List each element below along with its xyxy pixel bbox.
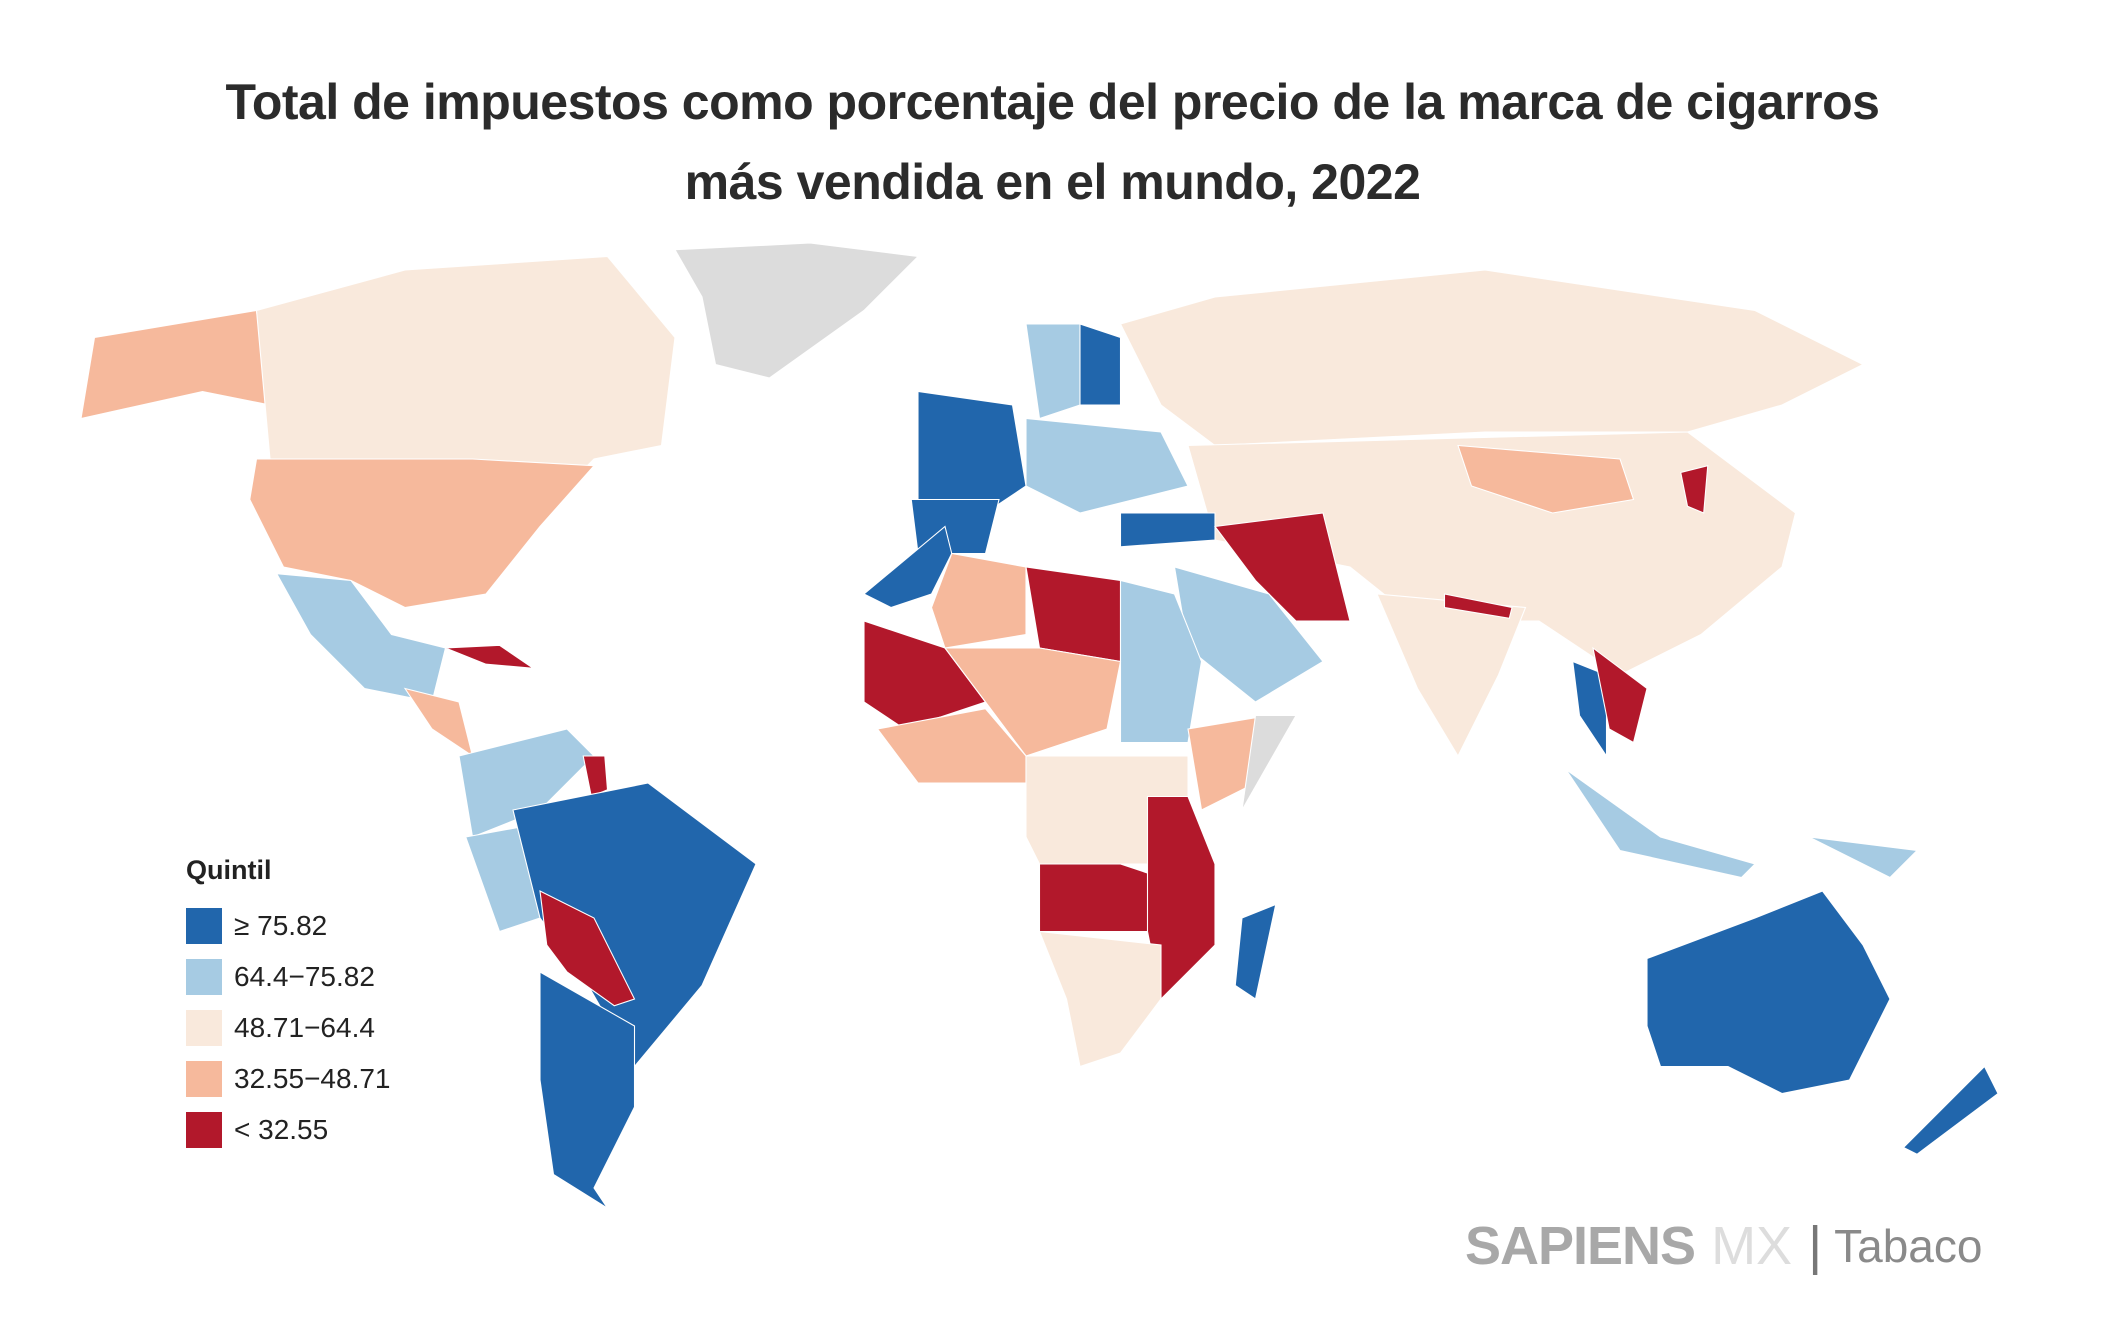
region-libya	[1025, 566, 1122, 663]
legend-swatch	[186, 907, 222, 944]
region-niger-chad	[943, 647, 1122, 757]
region-north-south-america	[458, 728, 595, 838]
region-indonesia	[1565, 769, 1757, 879]
region-new-zealand	[1902, 1065, 1999, 1155]
legend-title: Quintil	[186, 855, 272, 885]
region-laos-cambodia	[1592, 646, 1648, 744]
region-southern-cone	[539, 971, 636, 1209]
legend-label: 48.71−64.4	[234, 1011, 375, 1043]
legend-label: ≥ 75.82	[234, 909, 328, 941]
legend-label: 32.55−48.71	[234, 1062, 391, 1094]
region-mexico	[275, 573, 447, 703]
legend-label: < 32.55	[234, 1113, 329, 1145]
region-north-korea	[1680, 465, 1709, 514]
region-angola-zambia	[1038, 863, 1162, 933]
region-algeria	[930, 552, 1027, 649]
title-line-1: Total de impuestos como porcentaje del p…	[225, 74, 1880, 130]
region-bolivia-paraguay	[539, 890, 636, 1007]
region-morocco	[863, 525, 953, 609]
legend-swatch	[186, 1009, 222, 1046]
region-scandinavia	[1025, 323, 1081, 420]
legend-item: 32.55−48.71	[186, 1053, 391, 1104]
region-png	[1808, 836, 1919, 879]
region-thailand	[1572, 660, 1608, 758]
legend-swatch	[186, 1060, 222, 1097]
region-russia	[1119, 269, 1865, 447]
region-iran	[1214, 512, 1351, 622]
title-line-2: más vendida en el mundo, 2022	[684, 154, 1421, 210]
brand-logo: SAPIENS MX | Tabaco	[1465, 1215, 1982, 1277]
legend-item: 48.71−64.4	[186, 1002, 391, 1053]
legend-item: < 32.55	[186, 1104, 391, 1155]
region-somalia	[1241, 714, 1297, 811]
region-greenland	[674, 242, 920, 379]
legend: Quintil ≥ 75.82 64.4−75.82 48.71−64.4 32…	[186, 855, 391, 1155]
brand-section: Tabaco	[1834, 1220, 1983, 1272]
region-mongolia	[1457, 444, 1635, 514]
region-usa	[249, 458, 596, 609]
region-australia	[1646, 890, 1891, 1095]
region-nepal	[1443, 593, 1513, 619]
region-guyana	[582, 755, 609, 798]
region-east-africa	[1146, 795, 1216, 1001]
region-india	[1376, 593, 1527, 758]
legend-label: 64.4−75.82	[234, 960, 375, 992]
region-madagascar	[1234, 903, 1277, 1000]
region-turkey	[1119, 512, 1216, 548]
brand-separator: |	[1808, 1216, 1823, 1276]
region-cuba	[445, 644, 536, 669]
region-finland-baltics	[1079, 323, 1122, 406]
brand-name: SAPIENS	[1465, 1216, 1696, 1276]
region-southern-africa	[1038, 930, 1162, 1068]
region-egypt-sudan	[1119, 579, 1203, 744]
region-alaska	[80, 309, 271, 420]
region-central-america	[403, 687, 474, 758]
legend-swatch	[186, 1111, 222, 1148]
region-mali-mauritania	[863, 620, 987, 730]
region-eastern-europe	[1025, 417, 1189, 514]
brand-suffix: MX	[1711, 1216, 1793, 1276]
legend-item: 64.4−75.82	[186, 951, 391, 1002]
legend-swatch	[186, 958, 222, 995]
map-title: Total de impuestos como porcentaje del p…	[0, 62, 2105, 222]
legend-item: ≥ 75.82	[186, 900, 391, 951]
